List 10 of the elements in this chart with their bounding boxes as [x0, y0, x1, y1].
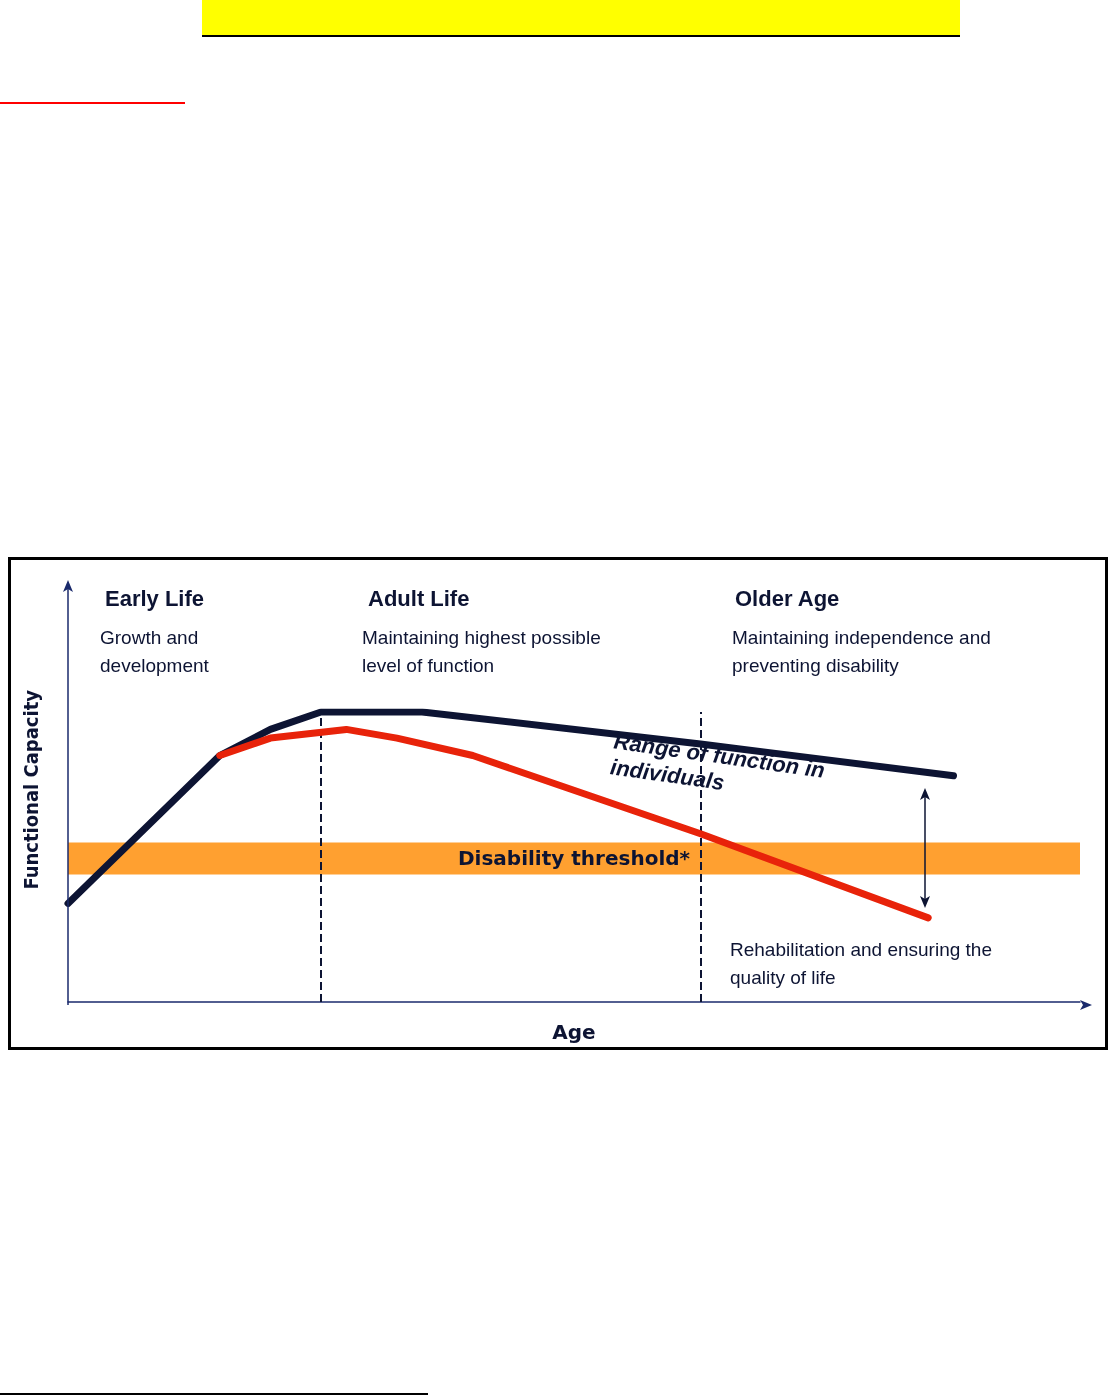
text: Early Life: [105, 585, 206, 613]
text: Adult Life: [368, 585, 471, 613]
text: Growth and development: [100, 626, 210, 678]
annotation: Rehabilitation and ensuring the quality of life: [730, 938, 993, 990]
text: Maintaining highest possible level of function: [362, 626, 602, 678]
text: Maintaining independence and preventing disability: [732, 626, 992, 678]
x-axis-title: Age: [552, 1020, 596, 1044]
y-axis-title: Functional Capacity: [19, 689, 43, 890]
band-label: Disability threshold*: [457, 846, 691, 871]
text: Older Age: [735, 585, 841, 613]
